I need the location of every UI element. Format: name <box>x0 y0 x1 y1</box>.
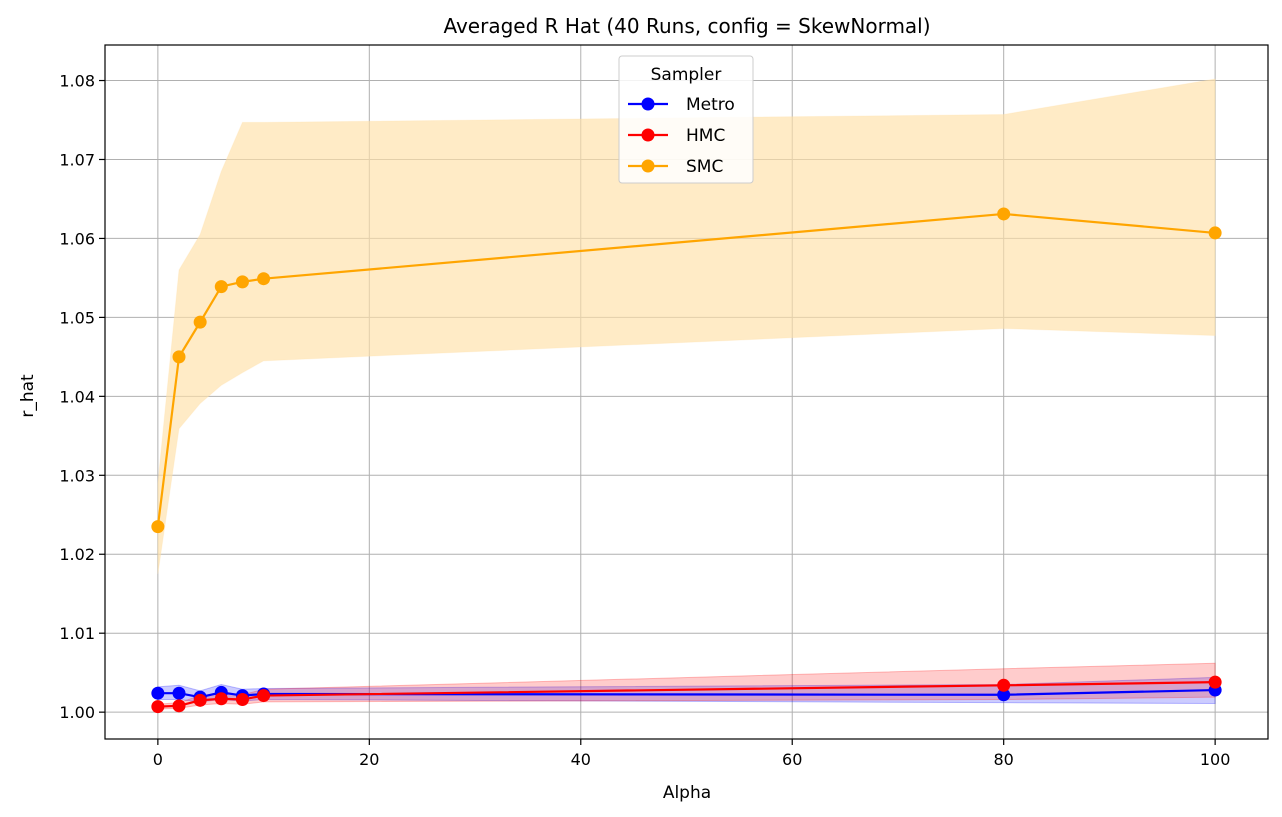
hmc-point <box>214 692 228 706</box>
plot-frame <box>104 44 1269 740</box>
y-axis-label: r_hat <box>18 374 38 418</box>
hmc-point <box>151 700 165 714</box>
y-tick-label: 1.06 <box>59 229 95 248</box>
x-tick-label: 60 <box>782 750 802 769</box>
y-tick-label: 1.05 <box>59 308 95 327</box>
legend-box <box>618 55 754 184</box>
x-axis-label: Alpha <box>663 783 711 803</box>
smc-point <box>214 280 228 294</box>
x-tick-label: 40 <box>571 750 591 769</box>
x-tick-label: 20 <box>359 750 379 769</box>
hmc-point <box>997 678 1011 692</box>
legend-marker-hmc <box>641 128 655 142</box>
smc-point <box>193 315 207 329</box>
smc-point <box>997 207 1011 221</box>
smc-point <box>257 272 271 286</box>
smc-point <box>1208 226 1222 240</box>
y-tick-label: 1.04 <box>59 387 95 406</box>
y-tick-label: 1.08 <box>59 72 95 91</box>
x-tick-label: 100 <box>1200 750 1231 769</box>
hmc-point <box>172 699 186 713</box>
smc-point <box>235 275 249 289</box>
x-axis: 0 20 40 60 80 100 <box>153 739 1231 769</box>
x-tick-label: 80 <box>994 750 1014 769</box>
smc-point <box>151 520 165 534</box>
legend-label-smc: SMC <box>686 157 723 177</box>
smc-band <box>157 78 1216 575</box>
y-axis: 1.00 1.01 1.02 1.03 1.04 1.05 1.06 1.07 1.08 <box>59 72 105 722</box>
y-tick-label: 1.07 <box>59 150 95 169</box>
hmc-point <box>235 693 249 707</box>
series-points <box>151 207 1222 714</box>
legend-entries: Metro HMC SMC <box>628 95 735 177</box>
legend-title: Sampler <box>651 65 722 85</box>
y-tick-label: 1.01 <box>59 624 95 643</box>
legend-marker-smc <box>641 159 655 173</box>
smc-line <box>156 212 1216 527</box>
hmc-point <box>193 693 207 707</box>
metro-point <box>151 686 165 700</box>
metro-point <box>172 686 186 700</box>
chart-title: Averaged R Hat (40 Runs, config = SkewNo… <box>443 14 930 38</box>
metro-point <box>997 688 1011 702</box>
legend-label-metro: Metro <box>686 95 735 115</box>
smc-point <box>172 350 186 364</box>
legend-marker-metro <box>641 97 655 111</box>
x-tick-label: 0 <box>153 750 163 769</box>
y-tick-label: 1.03 <box>59 466 95 485</box>
hmc-point <box>1208 675 1222 689</box>
y-tick-label: 1.02 <box>59 545 95 564</box>
legend-label-hmc: HMC <box>686 126 725 146</box>
y-tick-label: 1.00 <box>59 703 95 722</box>
hmc-point <box>257 689 271 703</box>
legend: Sampler Metro HMC SMC <box>618 55 754 184</box>
